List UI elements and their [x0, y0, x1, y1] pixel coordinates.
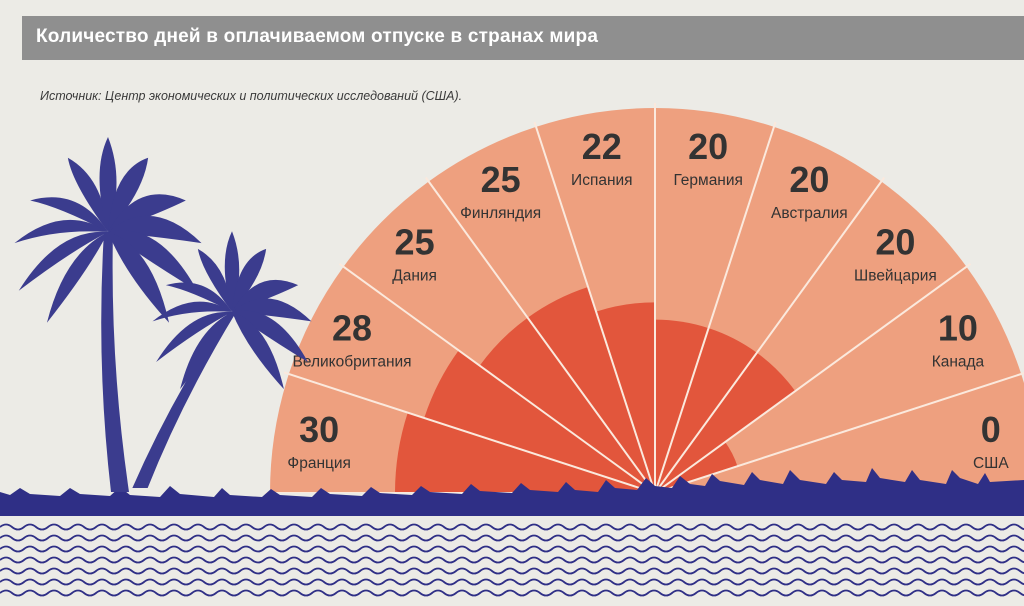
value-label: 20: [789, 159, 829, 200]
value-label: 22: [582, 126, 622, 167]
value-label: 25: [395, 222, 435, 263]
category-label: Австралия: [771, 205, 848, 222]
bar-8: [655, 352, 796, 493]
wedge-divider: [654, 372, 1024, 493]
sea-waves-icon: [0, 523, 1024, 597]
bar-9: [655, 442, 738, 493]
wedge-divider: [654, 121, 777, 493]
category-label: Великобритания: [293, 354, 412, 371]
bar-4: [527, 286, 655, 493]
value-label: 28: [332, 308, 372, 349]
category-label: Германия: [673, 172, 743, 189]
wedge-divider: [654, 176, 886, 493]
palm-tree-icon: [14, 137, 202, 492]
wedge-divider: [424, 176, 656, 493]
wedge-divider: [533, 121, 656, 493]
island-ground: [0, 468, 1024, 516]
wedge-divider: [654, 262, 972, 493]
wedge-9: [655, 266, 1022, 493]
sunburst-chart: [265, 103, 1024, 493]
bar-7: [655, 328, 757, 493]
category-label: Швейцария: [854, 268, 937, 285]
chart-labels: 30 Франция 28 Великобритания 25 Дания 25 Финлян…: [287, 126, 1009, 472]
category-label: Дания: [392, 268, 437, 285]
value-label: 0: [981, 409, 1001, 450]
value-label: 10: [938, 308, 978, 349]
value-label: 20: [688, 126, 728, 167]
category-label: Испания: [571, 172, 633, 189]
category-label: Франция: [287, 455, 351, 472]
value-label: 20: [875, 222, 915, 263]
wedge-divider: [283, 371, 656, 493]
bar-3: [479, 317, 655, 493]
chart-title: Количество дней в оплачиваемом отпуске в…: [36, 26, 599, 47]
value-label: 30: [299, 409, 339, 450]
category-label: США: [973, 455, 1009, 472]
category-label: Канада: [932, 354, 985, 371]
wedge-divider: [338, 262, 656, 493]
palm-tree-icon: [132, 231, 312, 488]
title-bar: [22, 16, 1024, 60]
category-label: Финляндия: [460, 205, 541, 222]
value-label: 25: [481, 159, 521, 200]
chart-source: Источник: Центр экономических и политиче…: [40, 89, 463, 103]
bar-2: [424, 350, 655, 493]
